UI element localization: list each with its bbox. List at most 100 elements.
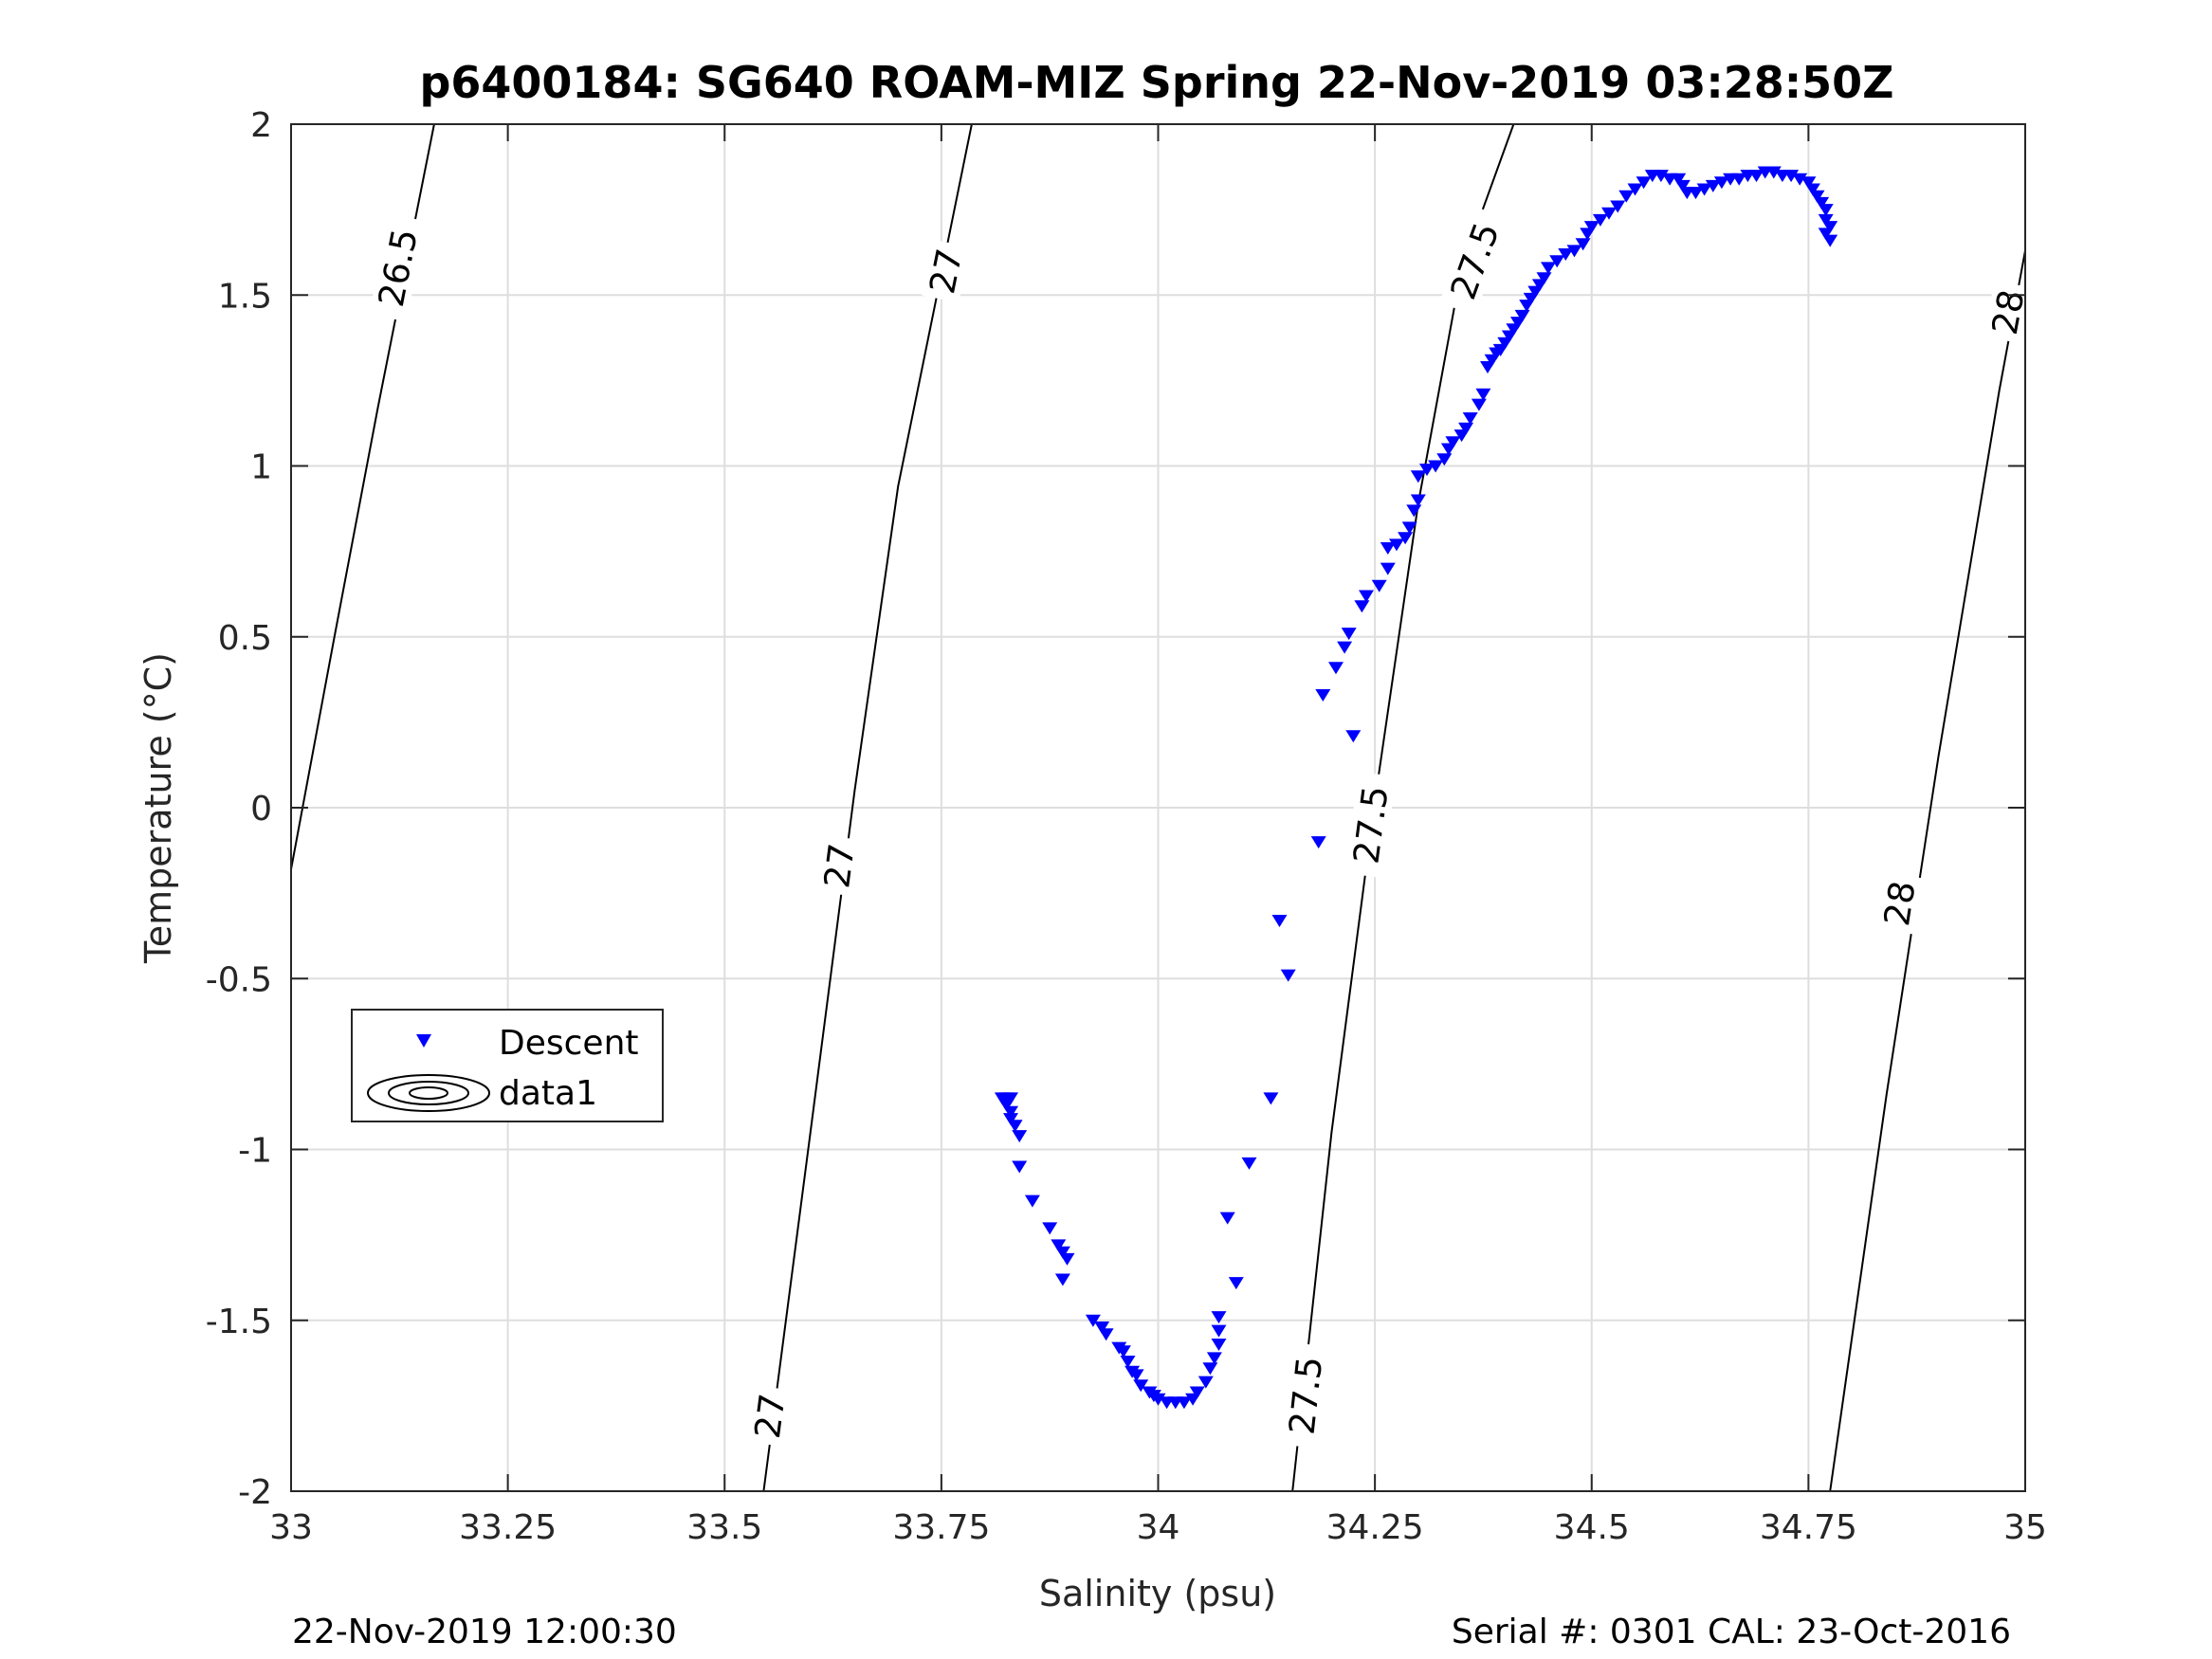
descent-point <box>1345 730 1362 743</box>
x-tick-label: 34 <box>1137 1508 1180 1547</box>
descent-point <box>1054 1246 1070 1259</box>
descent-point <box>1328 662 1344 675</box>
contour-label-bg <box>1281 1342 1330 1449</box>
x-tick-label: 34.5 <box>1554 1508 1630 1547</box>
y-tick-label: 0 <box>250 790 272 829</box>
descent-point <box>1783 170 1800 183</box>
descent-point <box>1389 538 1404 552</box>
descent-point <box>1003 1113 1018 1126</box>
descent-point <box>1398 532 1414 545</box>
descent-point <box>1406 504 1422 518</box>
descent-point <box>1228 1277 1244 1290</box>
descent-point <box>1380 562 1396 575</box>
descent-point <box>1583 221 1600 234</box>
descent-point <box>1115 1345 1131 1358</box>
axis-ticks: 33 33.25 33.5 33.75 34 34.25 34.5 34.75 35 -2 -1.5… <box>206 106 2047 1547</box>
descent-point <box>1054 1273 1070 1286</box>
descent-point <box>1462 412 1478 425</box>
descent-point <box>1674 179 1691 192</box>
descent-point <box>1618 190 1635 203</box>
descent-point <box>1765 166 1782 179</box>
descent-point <box>1219 1212 1235 1225</box>
contour-label: 27.5 <box>1282 1355 1331 1437</box>
descent-point <box>1575 238 1591 251</box>
contour-label: 28 <box>1876 878 1924 928</box>
descent-point <box>1042 1222 1058 1235</box>
descent-point <box>1337 641 1353 654</box>
y-tick-label: -2 <box>238 1473 272 1512</box>
descent-point <box>1003 1092 1018 1105</box>
descent-point <box>1671 173 1687 186</box>
descent-point <box>1315 689 1331 702</box>
descent-point <box>1211 1339 1227 1351</box>
descent-point <box>1541 262 1556 275</box>
descent-point <box>1636 176 1652 190</box>
descent-point <box>1359 590 1374 603</box>
descent-point <box>1428 460 1444 473</box>
descent-point <box>1380 542 1396 555</box>
y-tick-label: -1 <box>238 1132 272 1171</box>
descent-point <box>1814 196 1830 210</box>
contour-label-bg <box>747 1385 793 1448</box>
descent-point <box>1475 388 1491 401</box>
descent-point <box>1410 494 1426 507</box>
descent-point <box>1696 183 1712 196</box>
legend: Descent data1 <box>351 1009 664 1122</box>
descent-point <box>1419 464 1435 477</box>
descent-point <box>1688 187 1704 200</box>
descent-point <box>1371 579 1387 592</box>
footer-serial-cal: Serial #: 0301 CAL: 23-Oct-2016 <box>1452 1613 2011 1651</box>
descent-point <box>1792 173 1808 186</box>
isopycnal-line <box>762 123 973 1492</box>
descent-point <box>1133 1379 1149 1393</box>
descent-point <box>1211 1311 1227 1324</box>
y-axis-label: Temperature (°C) <box>137 652 179 964</box>
descent-point <box>1241 1157 1257 1170</box>
contour-label: 27.5 <box>1443 217 1508 304</box>
descent-point <box>1024 1194 1040 1208</box>
descent-point <box>1818 204 1834 217</box>
descent-point <box>1094 1322 1110 1334</box>
descent-point <box>1601 207 1617 220</box>
legend-data1-label: data1 <box>499 1074 597 1113</box>
descent-point <box>1471 398 1487 411</box>
descent-point <box>1003 1105 1018 1119</box>
descent-point <box>1271 915 1288 927</box>
descent-point <box>998 1099 1015 1112</box>
descent-point <box>1804 183 1820 196</box>
descent-point <box>1012 1160 1028 1174</box>
descent-point <box>1128 1369 1144 1382</box>
x-axis-label: Salinity (psu) <box>1039 1573 1276 1614</box>
legend-data1-contour-icon <box>367 1074 490 1112</box>
descent-point <box>1818 228 1834 241</box>
descent-point <box>1085 1314 1101 1327</box>
descent-point <box>1197 1376 1214 1389</box>
footer-timestamp: 22-Nov-2019 12:00:30 <box>292 1613 677 1651</box>
y-tick-label: 2 <box>250 106 272 145</box>
y-tick-label: 1.5 <box>218 277 272 316</box>
descent-point <box>1007 1120 1023 1133</box>
descent-point <box>1801 176 1817 190</box>
descent-point <box>1263 1092 1279 1105</box>
x-tick-label: 33.75 <box>892 1508 990 1547</box>
descent-point <box>1809 190 1825 203</box>
contour-label-bg <box>1439 206 1510 316</box>
x-tick-label: 34.75 <box>1760 1508 1857 1547</box>
descent-point <box>1410 470 1426 483</box>
contour-label-bg <box>369 213 427 322</box>
descent-point <box>1713 176 1729 190</box>
descent-point <box>1436 453 1453 466</box>
chart-title: p6400184: SG640 ROAM-MIZ Spring 22-Nov-2… <box>419 57 1893 108</box>
grid-lines <box>291 124 2025 1491</box>
x-tick-label: 33.5 <box>686 1508 762 1547</box>
descent-point <box>1059 1252 1075 1266</box>
x-tick-label: 34.25 <box>1326 1508 1424 1547</box>
descent-point <box>1748 170 1764 183</box>
descent-point <box>1120 1356 1136 1368</box>
descent-point <box>1818 213 1834 227</box>
legend-descent-label: Descent <box>499 1024 639 1063</box>
x-tick-label: 33.25 <box>459 1508 557 1547</box>
descent-point <box>1189 1386 1205 1399</box>
